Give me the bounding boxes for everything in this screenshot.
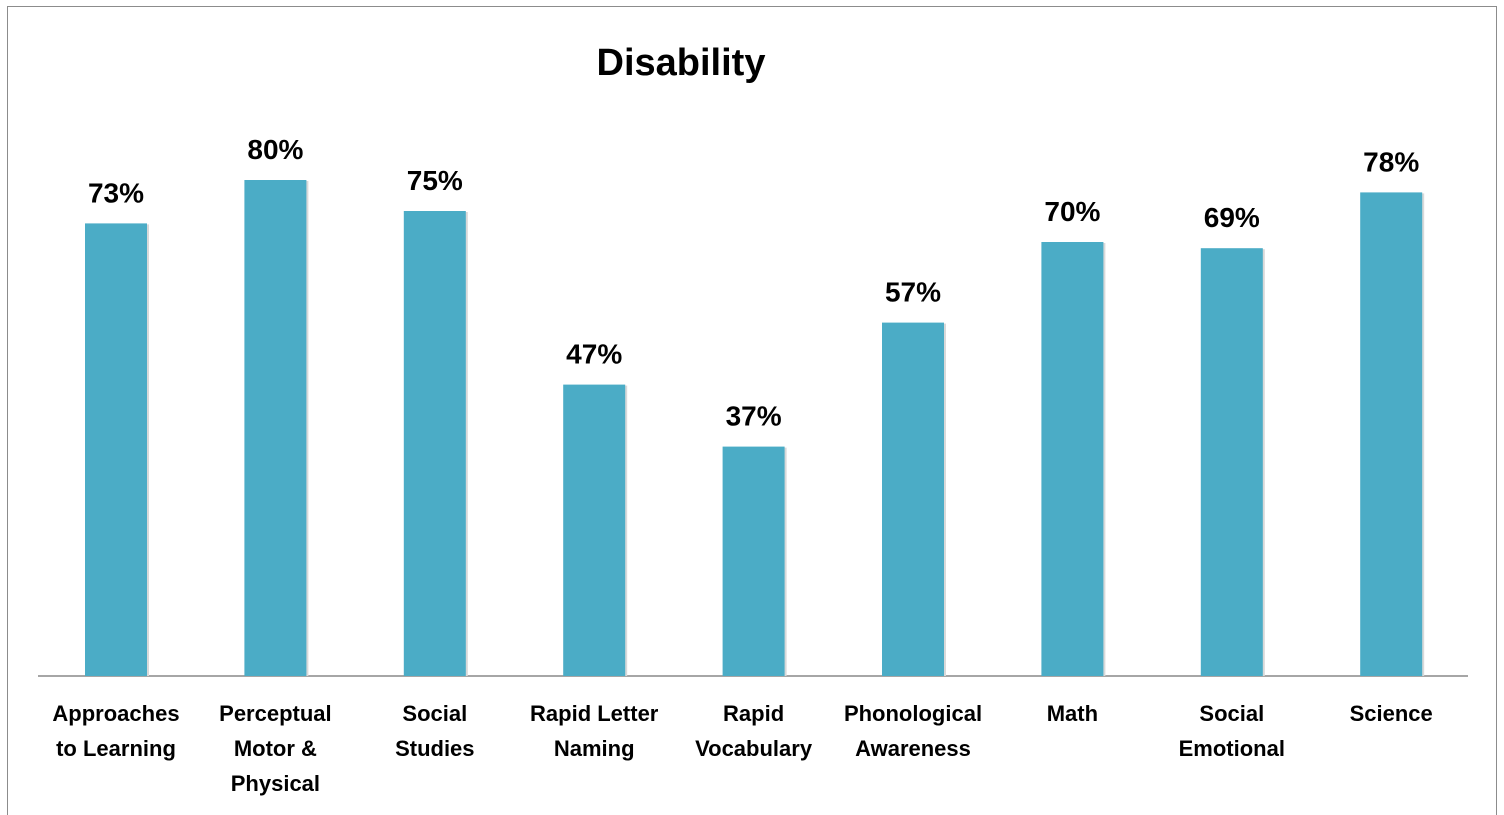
category-label-line: Phonological <box>844 701 982 726</box>
category-label-line: Approaches <box>52 701 179 726</box>
data-label: 70% <box>1044 196 1100 227</box>
category-label: Phonological Awareness <box>844 701 982 761</box>
bar <box>563 384 626 676</box>
data-label: 37% <box>726 401 782 432</box>
category-label: Approaches to Learning <box>52 701 179 761</box>
category-label: Social Studies <box>395 701 474 761</box>
data-label: 80% <box>247 134 303 165</box>
category-label-line: Math <box>1047 701 1098 726</box>
category-label-line: Emotional <box>1179 736 1285 761</box>
category-label: Science <box>1350 701 1433 726</box>
category-label-line: to Learning <box>56 736 176 761</box>
category-label-line: Studies <box>395 736 474 761</box>
category-label-line: Motor & <box>234 736 317 761</box>
category-label-line: Physical <box>231 771 320 796</box>
data-label: 78% <box>1363 146 1419 177</box>
category-label-line: Vocabulary <box>695 736 813 761</box>
bar <box>244 180 307 676</box>
category-label-line: Rapid <box>723 701 784 726</box>
category-label: Rapid Letter Naming <box>530 701 659 761</box>
category-label-line: Rapid Letter <box>530 701 659 726</box>
data-label: 73% <box>88 177 144 208</box>
bar <box>1200 248 1263 676</box>
category-label-line: Perceptual <box>219 701 332 726</box>
category-label-line: Social <box>402 701 467 726</box>
category-label-line: Science <box>1350 701 1433 726</box>
bar <box>1041 242 1104 676</box>
data-label: 75% <box>407 165 463 196</box>
category-label-line: Awareness <box>855 736 971 761</box>
category-label: Rapid Vocabulary <box>695 701 813 761</box>
category-label-line: Naming <box>554 736 635 761</box>
category-label: Social Emotional <box>1179 701 1285 761</box>
bar <box>85 223 147 676</box>
data-label: 57% <box>885 277 941 308</box>
bar <box>1360 192 1423 676</box>
data-label: 69% <box>1204 202 1260 233</box>
bar <box>403 211 466 676</box>
category-label-line: Social <box>1199 701 1264 726</box>
chart-title: Disability <box>597 42 766 84</box>
bar <box>722 446 785 676</box>
data-label: 47% <box>566 339 622 370</box>
category-label: Perceptual Motor & Physical <box>219 701 332 796</box>
bar <box>882 322 944 676</box>
category-label: Math <box>1047 701 1098 726</box>
